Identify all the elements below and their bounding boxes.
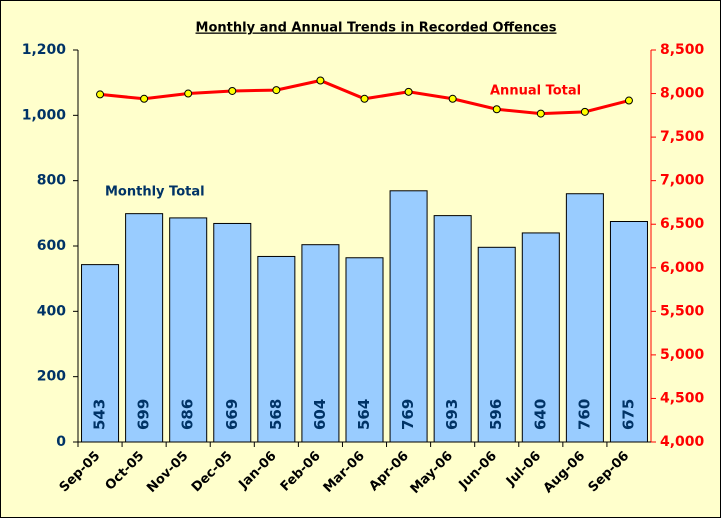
bar-value-label: 568 bbox=[267, 399, 285, 430]
bar bbox=[389, 190, 428, 443]
bar bbox=[125, 213, 164, 443]
line-marker bbox=[96, 90, 105, 99]
y2-tick-label: 8,000 bbox=[660, 86, 705, 102]
series-annotation: Annual Total bbox=[490, 84, 581, 99]
y-tick-label: 1,200 bbox=[22, 42, 67, 58]
line-marker bbox=[140, 94, 149, 103]
bar-value-label: 564 bbox=[355, 399, 373, 430]
bar-value-label: 669 bbox=[223, 399, 241, 430]
line-marker bbox=[580, 107, 589, 116]
y-tick-label: 0 bbox=[56, 434, 66, 450]
bar bbox=[609, 221, 648, 443]
y2-tick-label: 5,500 bbox=[660, 303, 705, 319]
bar-value-label: 693 bbox=[443, 399, 461, 430]
series-annotation: Monthly Total bbox=[105, 185, 205, 200]
y-tick-label: 800 bbox=[37, 173, 66, 189]
line-marker bbox=[448, 94, 457, 103]
line-marker bbox=[492, 105, 501, 114]
line-marker bbox=[316, 76, 325, 85]
bar bbox=[565, 193, 604, 443]
line-marker bbox=[536, 109, 545, 118]
bar-value-label: 604 bbox=[311, 399, 329, 430]
bar bbox=[345, 257, 384, 443]
line-marker bbox=[272, 86, 281, 95]
line-marker bbox=[360, 94, 369, 103]
y2-tick-label: 6,500 bbox=[660, 216, 705, 232]
bar-value-label: 596 bbox=[487, 399, 505, 430]
bar bbox=[257, 255, 296, 443]
y-tick-label: 200 bbox=[37, 369, 66, 385]
y-tick-label: 600 bbox=[37, 238, 66, 254]
y2-tick-label: 5,000 bbox=[660, 347, 705, 363]
bar bbox=[169, 217, 208, 443]
bar-value-label: 686 bbox=[179, 399, 197, 430]
y2-tick-label: 7,500 bbox=[660, 129, 705, 145]
bar bbox=[81, 264, 120, 443]
y-tick-label: 400 bbox=[37, 303, 66, 319]
bar bbox=[301, 244, 340, 443]
line-marker bbox=[184, 89, 193, 98]
line-marker bbox=[624, 96, 633, 105]
bar-value-label: 769 bbox=[399, 399, 417, 430]
y2-tick-label: 8,500 bbox=[660, 42, 705, 58]
chart-title: Monthly and Annual Trends in Recorded Of… bbox=[196, 21, 557, 36]
y2-tick-label: 7,000 bbox=[660, 173, 705, 189]
bar-value-label: 543 bbox=[91, 399, 109, 430]
y2-tick-label: 4,500 bbox=[660, 390, 705, 406]
bar-value-label: 760 bbox=[575, 399, 593, 430]
y-tick-label: 1,000 bbox=[22, 107, 67, 123]
bar-value-label: 675 bbox=[619, 399, 637, 430]
line-marker bbox=[404, 87, 413, 96]
y2-tick-label: 6,000 bbox=[660, 260, 705, 276]
line-marker bbox=[228, 86, 237, 95]
bar-value-label: 699 bbox=[135, 399, 153, 430]
y2-tick-label: 4,000 bbox=[660, 434, 705, 450]
bar-value-label: 640 bbox=[531, 399, 549, 430]
bar bbox=[433, 215, 472, 443]
